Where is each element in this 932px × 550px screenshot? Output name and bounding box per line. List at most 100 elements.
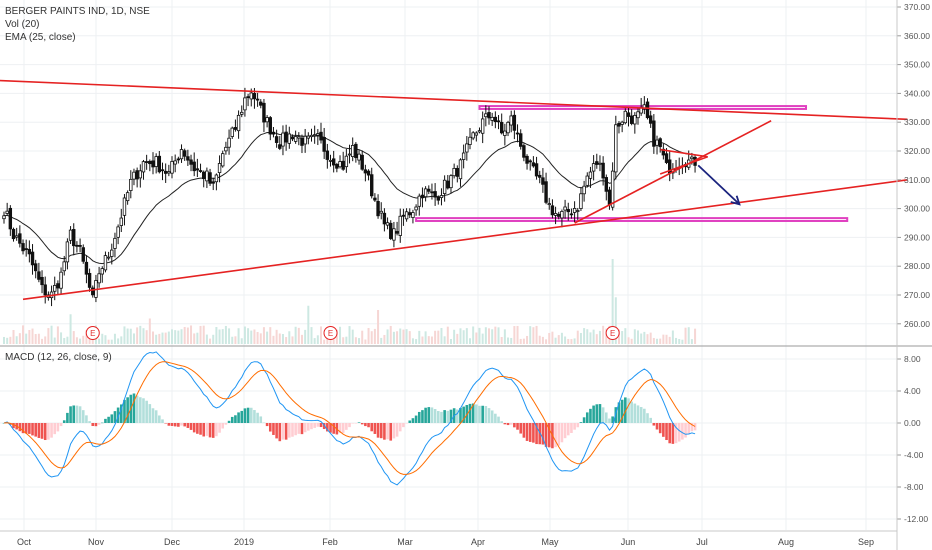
- histogram-bar: [566, 423, 570, 436]
- candle-down: [658, 138, 662, 148]
- volume-bar: [570, 339, 573, 344]
- candle-up: [338, 161, 342, 168]
- histogram-bar: [180, 423, 183, 426]
- histogram-bar: [196, 423, 199, 434]
- histogram-bar: [275, 423, 278, 439]
- volume-bar: [465, 328, 468, 344]
- earnings-marker[interactable]: [85, 326, 100, 340]
- volume-bar: [545, 339, 548, 344]
- volume-bar: [228, 328, 231, 344]
- macd-tick-label: -12.00: [904, 514, 928, 524]
- histogram-bar: [411, 418, 415, 423]
- volume-bar: [415, 339, 418, 344]
- candle-up: [347, 153, 352, 156]
- volume-bar: [110, 339, 113, 344]
- candle-down: [496, 120, 501, 123]
- volume-bar: [624, 328, 627, 344]
- histogram-bar: [81, 410, 85, 423]
- histogram-bar: [351, 423, 354, 424]
- time-tick-label: Oct: [17, 537, 32, 547]
- histogram-bar: [636, 405, 640, 423]
- candle-down: [427, 188, 431, 192]
- volume-legend[interactable]: Vol (20): [5, 19, 39, 30]
- time-axis[interactable]: Oct Nov Dec 2019 Feb Mar Apr May Jun Jul Aug Sep: [0, 530, 897, 547]
- time-tick-label: Nov: [88, 537, 105, 547]
- zone-rectangle[interactable]: [415, 217, 849, 222]
- trendline[interactable]: [574, 120, 772, 224]
- volume-bar: [262, 327, 265, 344]
- earnings-marker[interactable]: [605, 326, 620, 340]
- volume-bar: [199, 325, 202, 344]
- price-axis[interactable]: 370.00 360.00 350.00 340.00 330.00 320.00 310.…: [897, 2, 930, 329]
- histogram-bar: [218, 423, 221, 433]
- histogram-bar: [544, 423, 548, 447]
- volume-bar: [373, 328, 376, 344]
- candle-up: [563, 206, 567, 211]
- candle-down: [557, 213, 561, 217]
- macd-pane-grid: [0, 358, 897, 520]
- volume-bar: [627, 337, 630, 344]
- candle-down: [40, 276, 44, 286]
- candle-up: [591, 163, 596, 172]
- candle-down: [512, 114, 517, 131]
- histogram-bar: [373, 423, 377, 434]
- histogram-bar: [208, 423, 212, 438]
- trendline[interactable]: [22, 179, 908, 301]
- volume-bar: [212, 334, 215, 344]
- histogram-bar: [202, 423, 206, 437]
- volume-bar: [497, 327, 500, 344]
- macd-tick-label: 0.00: [904, 418, 921, 428]
- candle-up: [509, 115, 513, 126]
- macd-tick-label: -8.00: [904, 482, 924, 492]
- macd-axis[interactable]: 8.00 4.00 0.00 -4.00 -8.00 -12.00: [897, 354, 928, 524]
- candle-down: [376, 201, 380, 217]
- forecast-arrow[interactable]: [697, 164, 741, 205]
- histogram-bar: [72, 405, 76, 423]
- candle-up: [620, 121, 624, 125]
- histogram-bar: [570, 423, 573, 434]
- candle-up: [5, 210, 9, 214]
- candle-down: [436, 196, 440, 201]
- volume-bar: [300, 334, 303, 344]
- candle-down: [182, 150, 187, 157]
- volume-bar: [611, 259, 614, 344]
- volume-bar: [129, 328, 132, 344]
- time-tick-label: May: [541, 537, 559, 547]
- candle-up: [116, 226, 120, 238]
- macd-legend[interactable]: MACD (12, 26, close, 9): [5, 352, 112, 363]
- volume-bar: [592, 329, 595, 344]
- histogram-bar: [294, 423, 297, 436]
- candle-up: [547, 203, 551, 206]
- histogram-bar: [471, 403, 475, 423]
- forecast-arrow-head[interactable]: [730, 195, 741, 206]
- candle-down: [395, 231, 399, 234]
- histogram-bar: [291, 423, 294, 437]
- macd-tick-label: 8.00: [904, 354, 921, 364]
- volume-bar: [396, 331, 399, 344]
- ema-legend[interactable]: EMA (25, close): [5, 32, 76, 43]
- candle-up: [328, 159, 333, 162]
- histogram-bar: [142, 398, 145, 423]
- volume-bar: [380, 337, 383, 344]
- volume-bar: [132, 333, 135, 344]
- volume-bar: [256, 332, 259, 344]
- trendline[interactable]: [0, 79, 908, 121]
- histogram-bar: [164, 423, 167, 424]
- volume-bar: [285, 337, 288, 344]
- candle-up: [214, 174, 219, 183]
- earnings-marker[interactable]: [323, 326, 338, 340]
- histogram-bar: [658, 423, 662, 434]
- trend-drawings[interactable]: [0, 79, 908, 301]
- histogram-bar: [237, 412, 240, 423]
- symbol-title[interactable]: BERGER PAINTS IND, 1D, NSE: [5, 6, 150, 17]
- price-tick-label: 260.00: [904, 319, 930, 329]
- trendline[interactable]: [659, 156, 709, 175]
- histogram-bar: [173, 423, 177, 427]
- candle-down: [493, 116, 498, 123]
- histogram-bar: [151, 408, 155, 423]
- candle-down: [151, 160, 155, 168]
- candle-up: [100, 268, 104, 275]
- trendline[interactable]: [660, 148, 708, 158]
